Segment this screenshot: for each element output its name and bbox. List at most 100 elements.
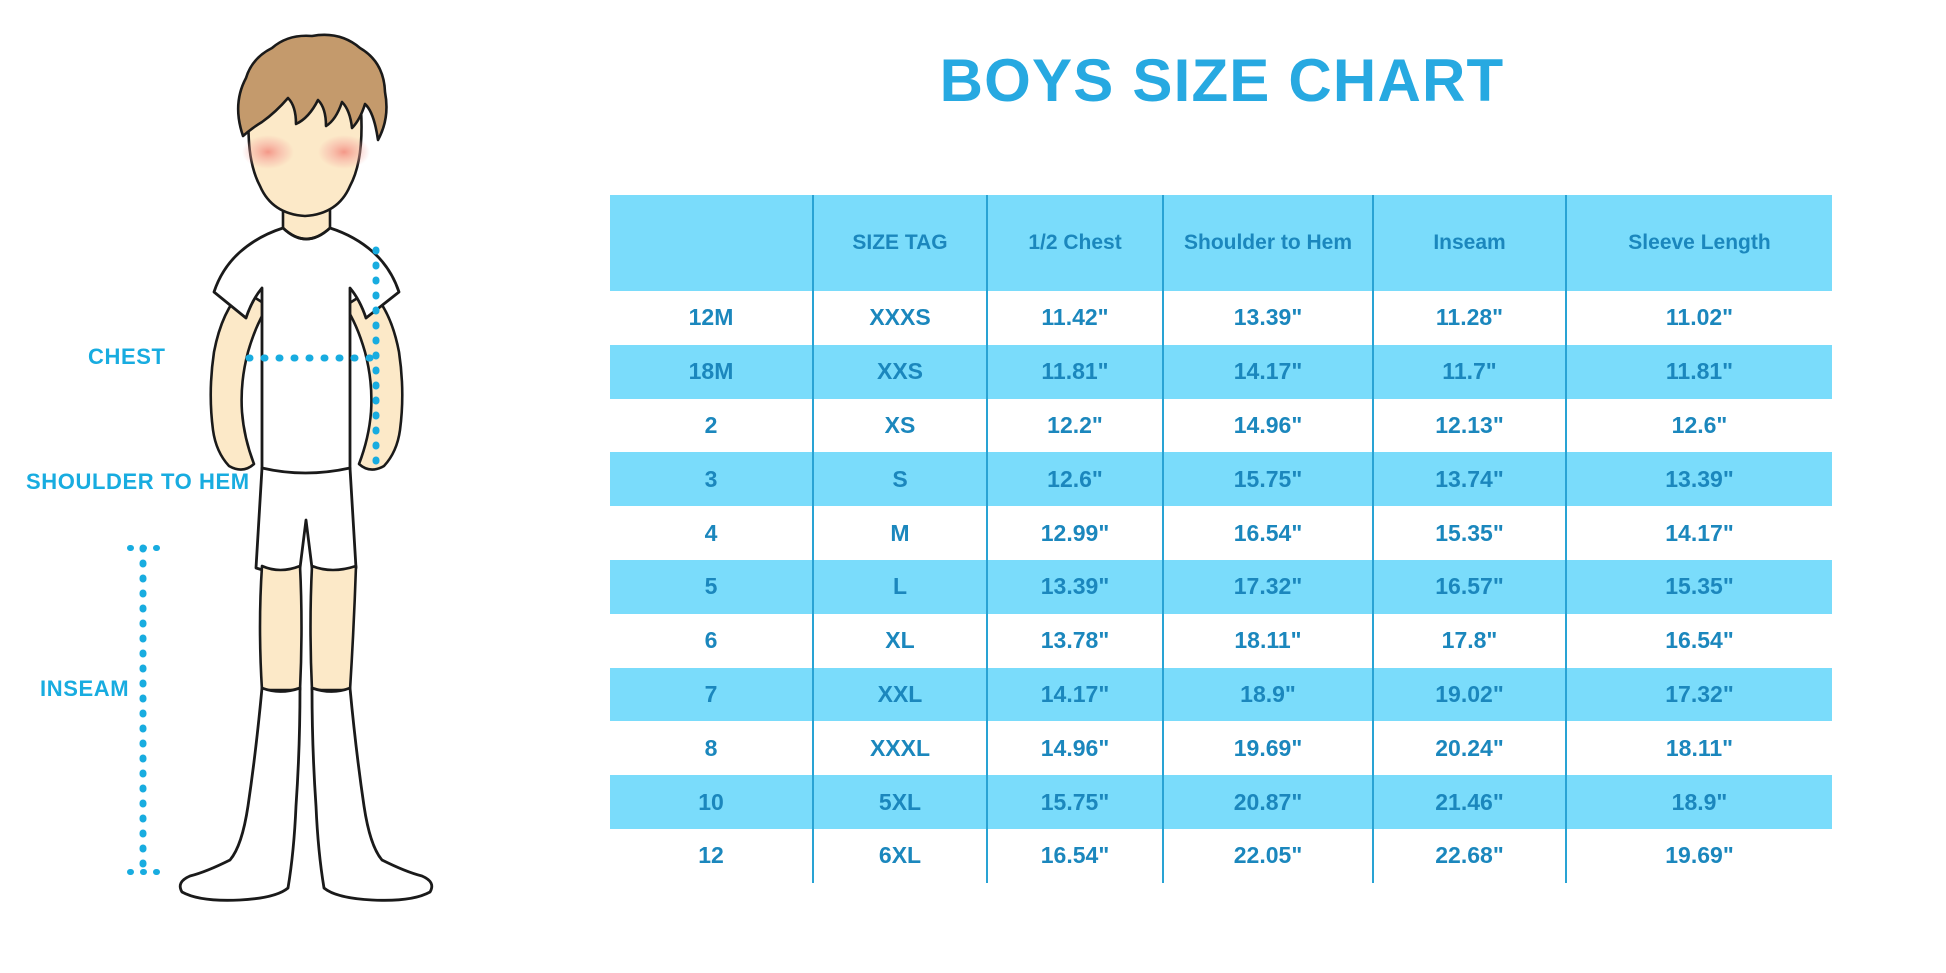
size-chart-table: SIZE TAG 1/2 Chest Shoulder to Hem Insea…: [610, 195, 1832, 883]
cell-value: 12.99": [986, 506, 1163, 560]
cell-value: 20.24": [1372, 721, 1566, 776]
cell-value: 18.9": [1565, 775, 1832, 829]
cell-value: 11.81": [1565, 344, 1832, 399]
leg-left: [258, 564, 303, 692]
cell-size: 6: [704, 627, 718, 654]
cell-value: 14.96": [986, 721, 1163, 776]
hair-shape: [236, 33, 388, 142]
cell-value: 13.39": [986, 559, 1163, 614]
cell-value: 15.75": [986, 775, 1163, 829]
cell-value: 19.69": [1162, 721, 1373, 776]
column-header-shoulder-to-hem: Shoulder to Hem: [1162, 195, 1373, 291]
cell-size: 7: [704, 680, 718, 707]
cell-value: 12.6": [1565, 398, 1832, 453]
cell-value: 11.7": [1372, 344, 1566, 399]
chest-label: CHEST: [88, 344, 166, 369]
cell-value: XXXL: [812, 721, 987, 776]
column-header-size: [610, 195, 813, 291]
cell-value: 22.05": [1162, 828, 1373, 883]
page-title: BOYS SIZE CHART: [939, 47, 1505, 114]
table-row: 7 XXL 14.17" 18.9" 19.02" 17.32": [610, 667, 1832, 722]
cell-value: 17.32": [1162, 559, 1373, 614]
cell-value: 14.17": [1162, 344, 1373, 399]
cell-value: 20.87": [1162, 775, 1373, 829]
cell-size: 18M: [688, 358, 734, 385]
cell-value: 15.75": [1162, 452, 1373, 507]
sock-left: [178, 686, 302, 902]
column-header-half-chest: 1/2 Chest: [986, 195, 1163, 291]
table-body: 12M XXXS 11.42" 13.39" 11.28" 11.02" 18M XXS 11.…: [610, 291, 1832, 883]
table-row: 6 XL 13.78" 18.11" 17.8" 16.54": [610, 613, 1832, 668]
table-row: 4 M 12.99" 16.54" 15.35" 14.17": [610, 506, 1832, 560]
cell-size: 3: [704, 465, 718, 492]
cell-value: 13.78": [986, 613, 1163, 668]
table-header-row: SIZE TAG 1/2 Chest Shoulder to Hem Insea…: [610, 195, 1832, 291]
arm-right: [343, 288, 404, 471]
cell-value: 21.46": [1372, 775, 1566, 829]
tshirt-collar: [282, 227, 331, 241]
cell-size: 2: [704, 411, 718, 438]
cell-value: 15.35": [1565, 559, 1832, 614]
cell-value: XS: [812, 398, 987, 453]
cell-value: XXL: [812, 667, 987, 722]
table-row: 2 XS 12.2" 14.96" 12.13" 12.6": [610, 398, 1832, 453]
cell-value: 17.32": [1565, 667, 1832, 722]
boy-figure-group: [127, 33, 434, 902]
cell-value: 13.39": [1162, 291, 1373, 345]
cell-value: XL: [812, 613, 987, 668]
cell-value: 14.96": [1162, 398, 1373, 453]
table-row: 12M XXXS 11.42" 13.39" 11.28" 11.02": [610, 291, 1832, 345]
cell-value: 16.54": [1565, 613, 1832, 668]
cell-value: M: [812, 506, 987, 560]
cell-value: 13.74": [1372, 452, 1566, 507]
table-row: 12 6XL 16.54" 22.05" 22.68" 19.69": [610, 828, 1832, 883]
sock-right: [310, 686, 434, 902]
arm-left: [209, 288, 270, 471]
cell-value: L: [812, 559, 987, 614]
cell-size: 8: [704, 734, 718, 761]
cell-value: 11.02": [1565, 291, 1832, 345]
cell-size: 12M: [688, 304, 734, 331]
table-row: 8 XXXL 14.96" 19.69" 20.24" 18.11": [610, 721, 1832, 776]
blush-left: [242, 135, 294, 169]
cell-value: 13.39": [1565, 452, 1832, 507]
cell-value: 14.17": [1565, 506, 1832, 560]
inseam-label: INSEAM: [40, 676, 130, 701]
cell-value: 12.13": [1372, 398, 1566, 453]
cell-value: 11.28": [1372, 291, 1566, 345]
cell-value: 12.2": [986, 398, 1163, 453]
cell-value: 5XL: [812, 775, 987, 829]
table-row: 5 L 13.39" 17.32" 16.57" 15.35": [610, 559, 1832, 614]
table-head: SIZE TAG 1/2 Chest Shoulder to Hem Insea…: [610, 195, 1832, 291]
leg-right: [309, 564, 358, 692]
cell-value: 16.54": [986, 828, 1163, 883]
cell-size: 10: [698, 788, 724, 815]
cell-value: 11.81": [986, 344, 1163, 399]
boy-illustration: [0, 0, 600, 973]
cell-size: 4: [704, 519, 718, 546]
column-header-size-tag: SIZE TAG: [812, 195, 987, 291]
cell-value: 19.02": [1372, 667, 1566, 722]
cell-value: 16.57": [1372, 559, 1566, 614]
cell-value: S: [812, 452, 987, 507]
cell-value: 14.17": [986, 667, 1163, 722]
cell-value: 11.42": [986, 291, 1163, 345]
cell-value: 19.69": [1565, 828, 1832, 883]
shorts-shape: [254, 466, 358, 574]
column-header-inseam: Inseam: [1372, 195, 1566, 291]
table-row: 10 5XL 15.75" 20.87" 21.46" 18.9": [610, 775, 1832, 829]
cell-size: 5: [704, 573, 718, 600]
cell-value: XXXS: [812, 291, 987, 345]
cell-value: XXS: [812, 344, 987, 399]
cell-value: 18.11": [1162, 613, 1373, 668]
table-row: 3 S 12.6" 15.75" 13.74" 13.39": [610, 452, 1832, 507]
cell-value: 22.68": [1372, 828, 1566, 883]
cell-value: 17.8": [1372, 613, 1566, 668]
cell-value: 12.6": [986, 452, 1163, 507]
size-chart-table-container: SIZE TAG 1/2 Chest Shoulder to Hem Insea…: [610, 195, 1832, 883]
cell-value: 18.11": [1565, 721, 1832, 776]
blush-right: [318, 135, 370, 169]
cell-size: 12: [698, 842, 724, 869]
column-header-sleeve-length: Sleeve Length: [1565, 195, 1832, 291]
cell-value: 15.35": [1372, 506, 1566, 560]
